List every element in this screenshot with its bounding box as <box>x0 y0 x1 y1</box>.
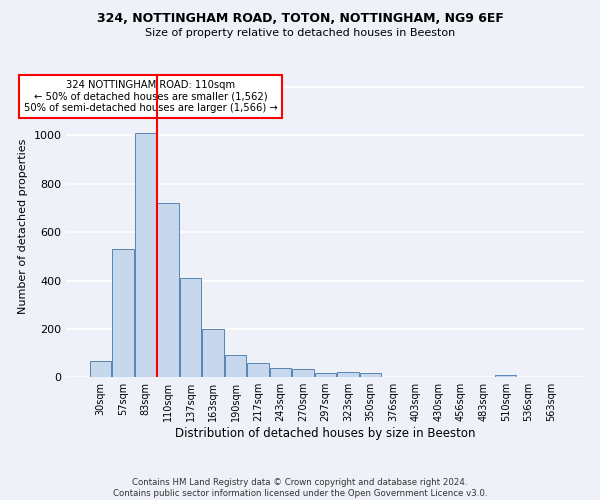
Bar <box>270 368 292 377</box>
Bar <box>292 369 314 377</box>
Text: Contains HM Land Registry data © Crown copyright and database right 2024.
Contai: Contains HM Land Registry data © Crown c… <box>113 478 487 498</box>
Bar <box>337 372 359 377</box>
Bar <box>112 249 134 377</box>
Y-axis label: Number of detached properties: Number of detached properties <box>18 138 28 314</box>
Bar <box>180 278 201 377</box>
Bar <box>225 356 246 377</box>
Bar <box>247 363 269 377</box>
Bar <box>360 373 382 377</box>
Text: Size of property relative to detached houses in Beeston: Size of property relative to detached ho… <box>145 28 455 38</box>
Text: 324 NOTTINGHAM ROAD: 110sqm
← 50% of detached houses are smaller (1,562)
50% of : 324 NOTTINGHAM ROAD: 110sqm ← 50% of det… <box>24 80 277 113</box>
X-axis label: Distribution of detached houses by size in Beeston: Distribution of detached houses by size … <box>175 427 476 440</box>
Bar <box>90 361 111 377</box>
Text: 324, NOTTINGHAM ROAD, TOTON, NOTTINGHAM, NG9 6EF: 324, NOTTINGHAM ROAD, TOTON, NOTTINGHAM,… <box>97 12 503 26</box>
Bar <box>157 203 179 377</box>
Bar <box>135 133 156 377</box>
Bar <box>315 373 337 377</box>
Bar <box>202 330 224 377</box>
Bar <box>495 375 517 377</box>
